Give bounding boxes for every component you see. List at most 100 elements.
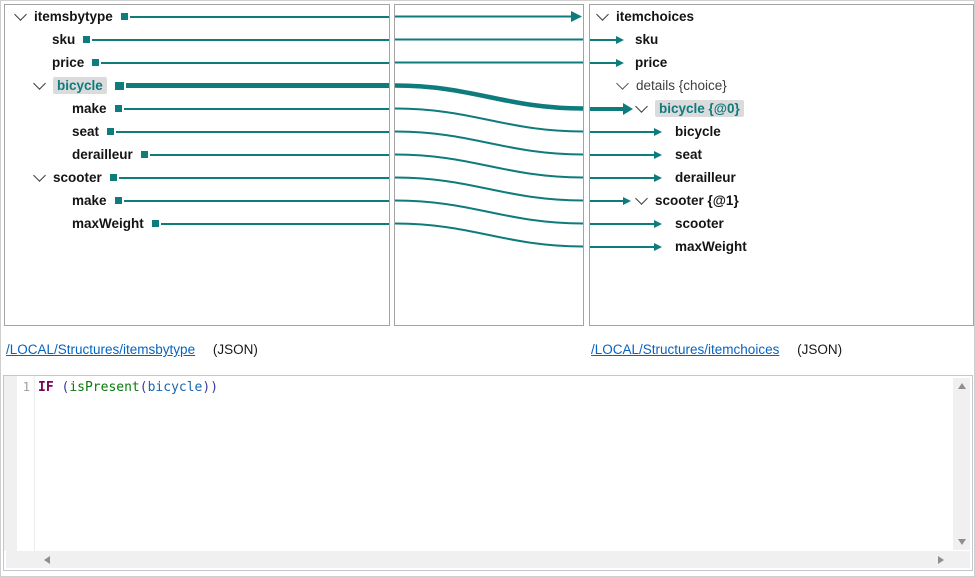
mapping-line-stub (92, 38, 389, 41)
source-node-derailleur[interactable]: derailleur (5, 143, 389, 166)
mapping-arrow-icon (590, 196, 631, 205)
source-node-bicycle[interactable]: bicycle (5, 74, 389, 97)
node-label: maxWeight (72, 216, 144, 231)
source-tree: itemsbytype sku price bicycle make seat derail… (5, 5, 389, 325)
line-number: 1 (22, 380, 30, 394)
connector-square-icon (140, 151, 148, 158)
node-label: itemsbytype (34, 9, 113, 24)
expression-editor[interactable]: 1 IF (isPresent(bicycle)) (3, 375, 973, 571)
mapping-line-stub (129, 15, 389, 18)
mapping-line-stub (123, 107, 389, 110)
node-label: seat (675, 147, 703, 162)
source-structure-link[interactable]: /LOCAL/Structures/itemsbytype (6, 342, 196, 357)
horizontal-scrollbar[interactable] (6, 551, 970, 568)
code-token: bicycle (147, 380, 203, 395)
target-node-scooter-1[interactable]: scooter {@1} (590, 189, 973, 212)
mapping-line[interactable] (394, 199, 584, 225)
source-node-make[interactable]: make (5, 189, 389, 212)
source-node-make[interactable]: make (5, 97, 389, 120)
editor-margin-strip (4, 376, 17, 551)
mapping-line[interactable] (394, 83, 584, 111)
chevron-down-icon[interactable] (635, 192, 648, 205)
mapping-line[interactable] (394, 176, 584, 202)
target-node-maxweight[interactable]: maxWeight (590, 235, 973, 258)
node-label: bicycle {@0} (655, 100, 744, 117)
target-node-price[interactable]: price (590, 51, 973, 74)
mapping-line-stub (116, 130, 389, 133)
target-node-bicycle[interactable]: bicycle (590, 120, 973, 143)
chevron-down-icon[interactable] (616, 77, 629, 90)
mapping-line-stub (125, 83, 389, 88)
structure-links-row: /LOCAL/Structures/itemsbytype (JSON) /LO… (1, 342, 974, 360)
mapping-line-stub (123, 199, 389, 202)
node-label: sku (52, 32, 76, 47)
scroll-down-icon[interactable] (957, 539, 966, 545)
mapping-canvas[interactable] (394, 4, 584, 326)
mapping-arrow-icon (590, 242, 662, 251)
vertical-scrollbar[interactable] (953, 378, 970, 550)
target-node-bicycle-0[interactable]: bicycle {@0} (590, 97, 973, 120)
code-area[interactable]: IF (isPresent(bicycle)) (38, 380, 218, 395)
scroll-left-icon[interactable] (44, 555, 50, 564)
target-node-itemchoices[interactable]: itemchoices (590, 5, 973, 28)
target-format-label: (JSON) (797, 342, 843, 357)
connector-square-icon (114, 81, 124, 90)
source-node-seat[interactable]: seat (5, 120, 389, 143)
node-label: derailleur (72, 147, 133, 162)
target-tree-panel: itemchoices sku price details {choice} bicyc… (589, 4, 974, 326)
connector-square-icon (107, 128, 115, 135)
node-label: scooter (53, 170, 102, 185)
target-node-sku[interactable]: sku (590, 28, 973, 51)
target-node-seat[interactable]: seat (590, 143, 973, 166)
node-label: details {choice} (636, 78, 727, 93)
source-tree-panel: itemsbytype sku price bicycle make seat derail… (4, 4, 390, 326)
source-format-label: (JSON) (212, 342, 258, 357)
mapping-line[interactable] (394, 153, 584, 179)
node-label: maxWeight (675, 239, 747, 254)
target-node-details-choice[interactable]: details {choice} (590, 74, 973, 97)
node-label: scooter (675, 216, 724, 231)
mapping-line[interactable] (394, 130, 584, 156)
chevron-down-icon[interactable] (33, 77, 46, 90)
node-label: price (635, 55, 668, 70)
connector-square-icon (109, 174, 117, 181)
mapping-arrow-icon (590, 35, 624, 44)
mapping-arrow-icon (590, 219, 662, 228)
mapping-line-stub (149, 153, 389, 156)
connector-square-icon (83, 36, 91, 43)
source-node-maxweight[interactable]: maxWeight (5, 212, 389, 235)
chevron-down-icon[interactable] (33, 169, 46, 182)
chevron-down-icon[interactable] (635, 100, 648, 113)
target-node-derailleur[interactable]: derailleur (590, 166, 973, 189)
mapping-line[interactable] (394, 107, 584, 133)
source-node-sku[interactable]: sku (5, 28, 389, 51)
chevron-down-icon[interactable] (596, 8, 609, 21)
target-structure-link[interactable]: /LOCAL/Structures/itemchoices (591, 342, 780, 357)
node-label: price (52, 55, 85, 70)
source-structure-link-group: /LOCAL/Structures/itemsbytype (JSON) (6, 342, 258, 357)
target-node-scooter[interactable]: scooter (590, 212, 973, 235)
mapping-line[interactable] (394, 222, 584, 248)
node-label: make (72, 193, 107, 208)
scroll-right-icon[interactable] (938, 555, 944, 564)
code-token: ( (53, 380, 70, 395)
editor-line-number-gutter: 1 (17, 376, 35, 551)
chevron-down-icon[interactable] (14, 8, 27, 21)
scroll-up-icon[interactable] (957, 383, 966, 389)
mapping-arrow-icon (590, 150, 662, 159)
source-node-itemsbytype[interactable]: itemsbytype (5, 5, 389, 28)
source-node-scooter[interactable]: scooter (5, 166, 389, 189)
node-label: sku (635, 32, 659, 47)
mapping-arrow-icon (590, 173, 662, 182)
node-label: bicycle (53, 77, 107, 94)
mapping-arrow-icon (590, 127, 662, 136)
target-structure-link-group: /LOCAL/Structures/itemchoices (JSON) (591, 342, 842, 357)
code-token: ( (139, 380, 148, 395)
connector-square-icon (120, 13, 128, 20)
mapping-line-stub (160, 222, 389, 225)
connector-square-icon (114, 105, 122, 112)
source-node-price[interactable]: price (5, 51, 389, 74)
node-label: bicycle (675, 124, 721, 139)
node-label: derailleur (675, 170, 736, 185)
